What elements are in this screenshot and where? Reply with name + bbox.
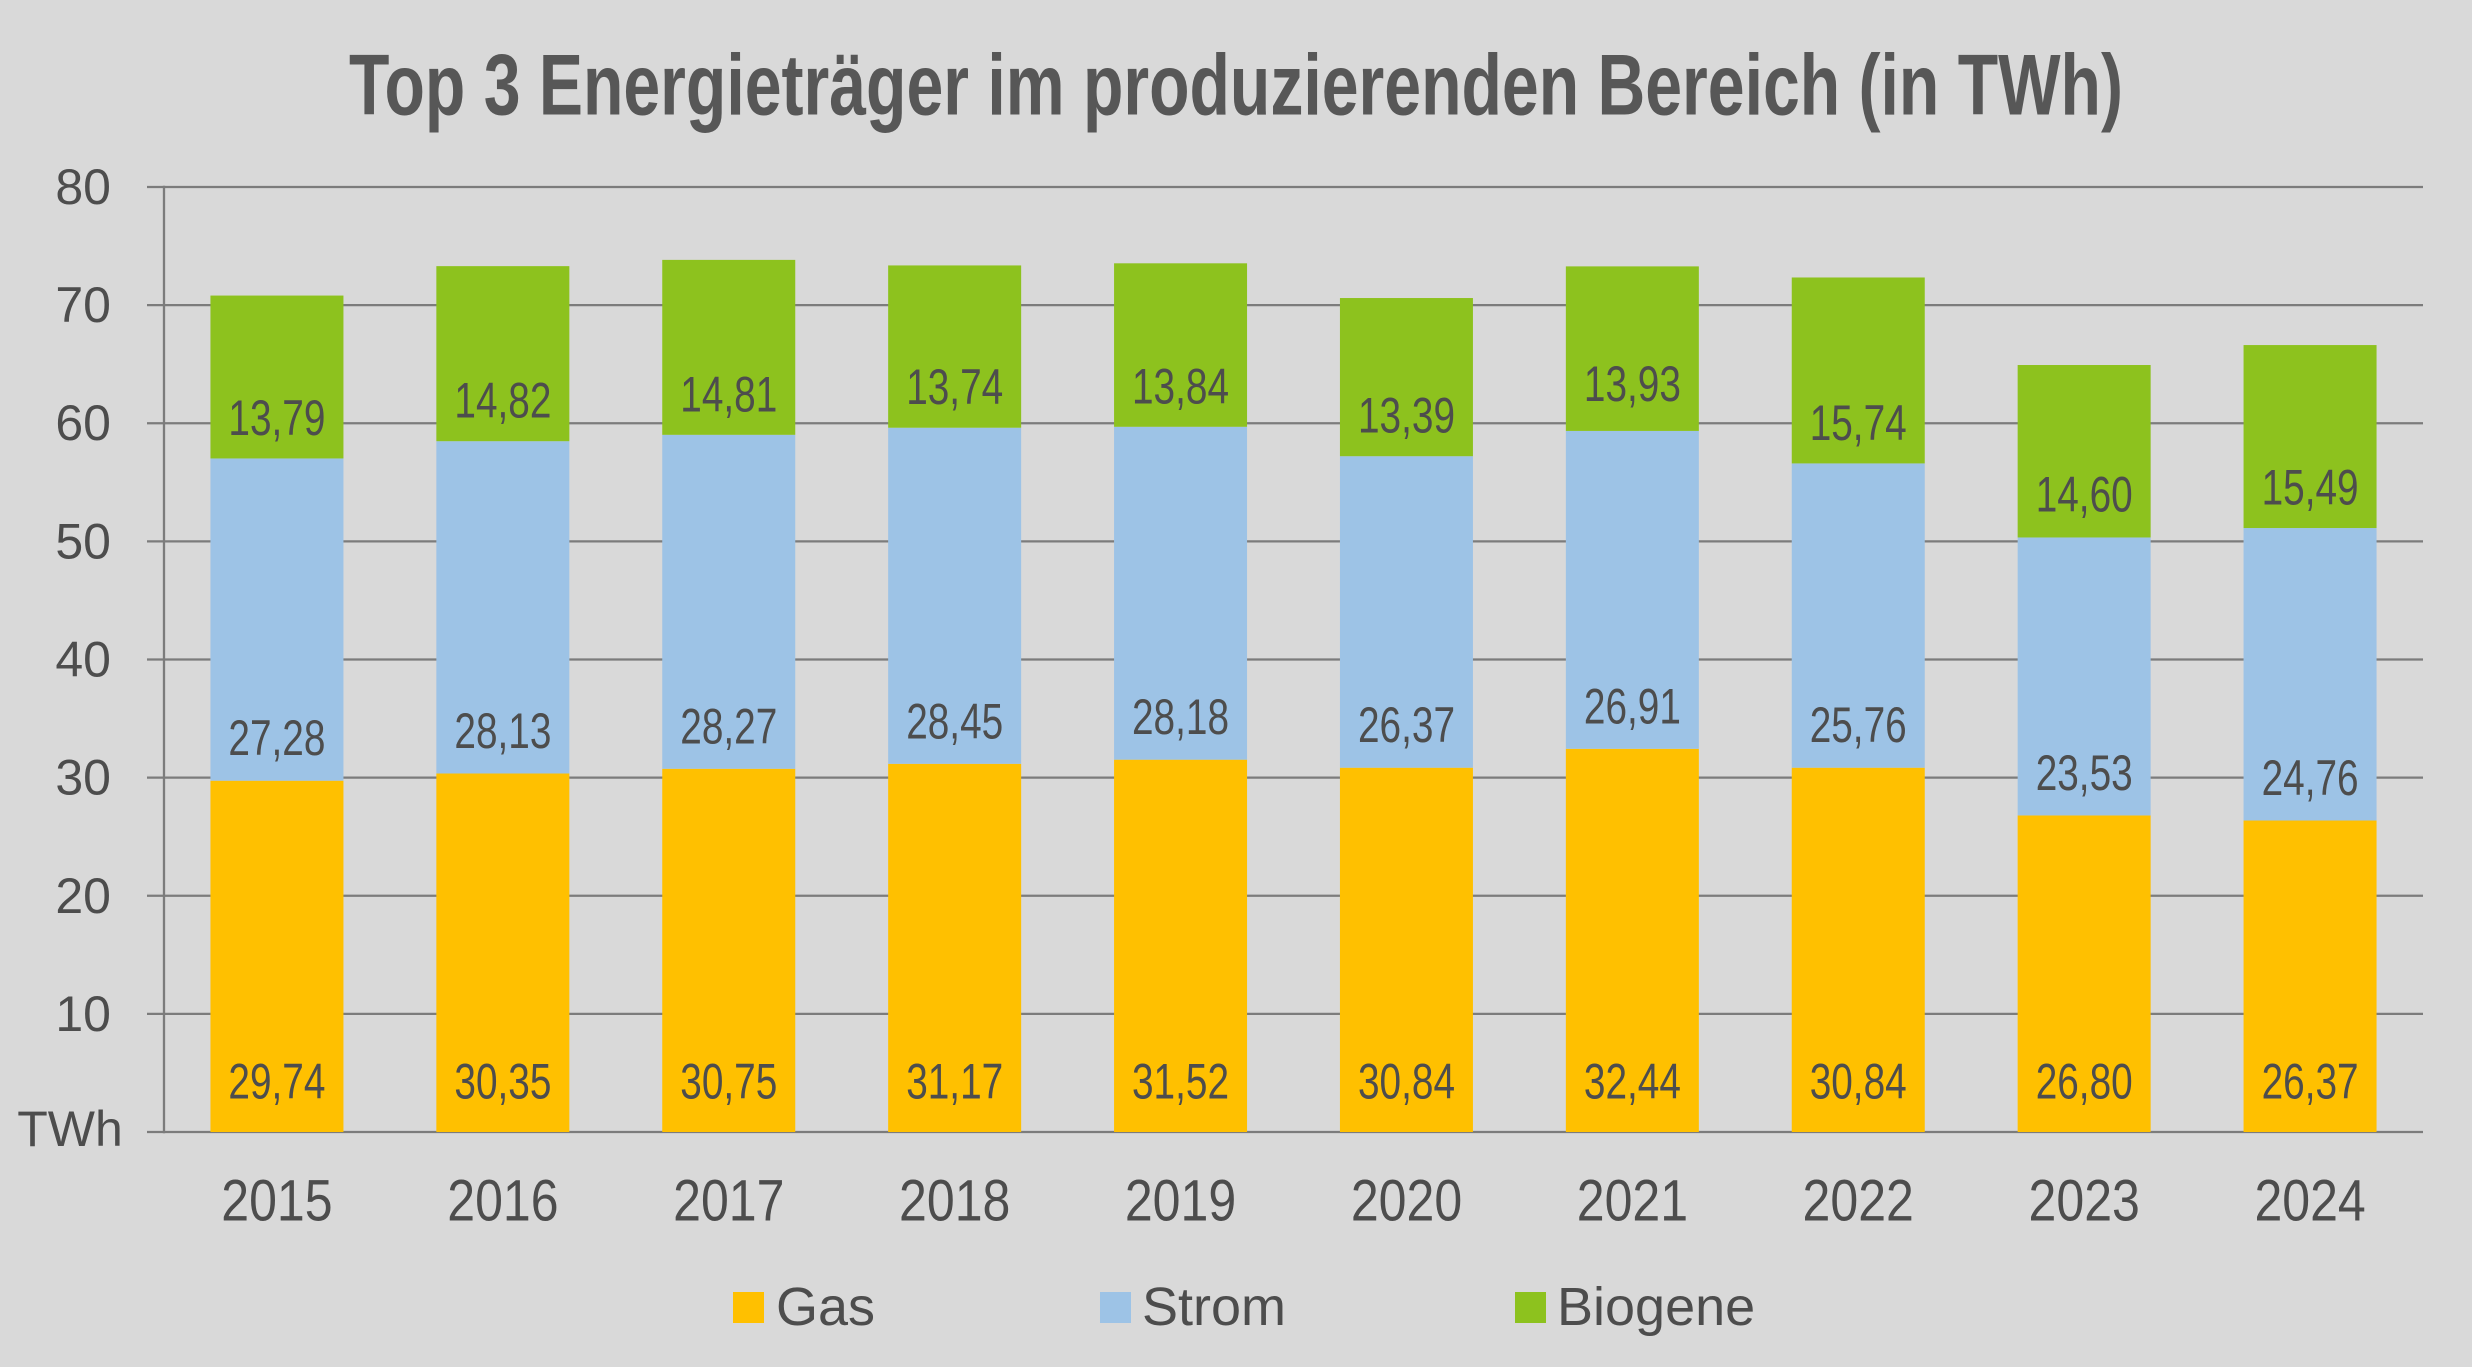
svg-text:70: 70 bbox=[55, 277, 111, 333]
svg-text:14,82: 14,82 bbox=[454, 373, 551, 429]
svg-text:15,74: 15,74 bbox=[1810, 395, 1907, 451]
svg-text:23,53: 23,53 bbox=[2036, 745, 2133, 801]
svg-text:28,45: 28,45 bbox=[906, 693, 1003, 749]
svg-text:40: 40 bbox=[55, 632, 111, 688]
svg-text:28,18: 28,18 bbox=[1132, 689, 1229, 745]
svg-text:2022: 2022 bbox=[1803, 1169, 1914, 1234]
svg-text:2021: 2021 bbox=[1577, 1169, 1688, 1234]
svg-text:Top 3 Energieträger im produzi: Top 3 Energieträger im produzierenden Be… bbox=[349, 38, 2123, 134]
svg-text:28,13: 28,13 bbox=[454, 703, 551, 759]
svg-text:27,28: 27,28 bbox=[228, 710, 325, 766]
svg-text:2020: 2020 bbox=[1351, 1169, 1462, 1234]
svg-text:2016: 2016 bbox=[447, 1169, 558, 1234]
svg-text:30,75: 30,75 bbox=[680, 1054, 777, 1110]
svg-text:26,80: 26,80 bbox=[2036, 1054, 2133, 1110]
svg-text:80: 80 bbox=[55, 159, 111, 215]
svg-text:14,81: 14,81 bbox=[680, 366, 777, 422]
svg-text:30,84: 30,84 bbox=[1810, 1054, 1907, 1110]
svg-text:26,37: 26,37 bbox=[1358, 697, 1455, 753]
svg-text:Biogene: Biogene bbox=[1557, 1277, 1755, 1337]
svg-text:31,17: 31,17 bbox=[906, 1054, 1003, 1110]
svg-text:Strom: Strom bbox=[1142, 1277, 1286, 1337]
svg-text:32,44: 32,44 bbox=[1584, 1054, 1681, 1110]
svg-text:31,52: 31,52 bbox=[1132, 1054, 1229, 1110]
svg-text:25,76: 25,76 bbox=[1810, 697, 1907, 753]
svg-text:30: 30 bbox=[55, 750, 111, 806]
svg-text:30,35: 30,35 bbox=[454, 1054, 551, 1110]
svg-text:26,37: 26,37 bbox=[2262, 1054, 2359, 1110]
svg-text:26,91: 26,91 bbox=[1584, 678, 1681, 734]
svg-text:60: 60 bbox=[55, 395, 111, 451]
svg-text:2015: 2015 bbox=[221, 1169, 332, 1234]
svg-text:14,60: 14,60 bbox=[2036, 467, 2133, 523]
svg-text:2023: 2023 bbox=[2029, 1169, 2140, 1234]
svg-text:13,84: 13,84 bbox=[1132, 358, 1229, 414]
svg-text:13,79: 13,79 bbox=[228, 390, 325, 446]
svg-text:15,49: 15,49 bbox=[2262, 460, 2359, 516]
svg-text:30,84: 30,84 bbox=[1358, 1054, 1455, 1110]
svg-text:13,39: 13,39 bbox=[1358, 388, 1455, 444]
svg-text:2017: 2017 bbox=[673, 1169, 784, 1234]
svg-text:TWh: TWh bbox=[17, 1101, 123, 1157]
svg-text:Gas: Gas bbox=[776, 1277, 875, 1337]
svg-text:2019: 2019 bbox=[1125, 1169, 1236, 1234]
svg-text:10: 10 bbox=[55, 986, 111, 1042]
svg-text:13,74: 13,74 bbox=[906, 359, 1003, 415]
svg-text:2024: 2024 bbox=[2254, 1169, 2365, 1234]
svg-text:50: 50 bbox=[55, 513, 111, 569]
svg-text:20: 20 bbox=[55, 868, 111, 924]
svg-text:29,74: 29,74 bbox=[228, 1054, 325, 1110]
svg-text:13,93: 13,93 bbox=[1584, 356, 1681, 412]
svg-text:28,27: 28,27 bbox=[680, 698, 777, 754]
svg-text:24,76: 24,76 bbox=[2262, 750, 2359, 806]
svg-text:2018: 2018 bbox=[899, 1169, 1010, 1234]
